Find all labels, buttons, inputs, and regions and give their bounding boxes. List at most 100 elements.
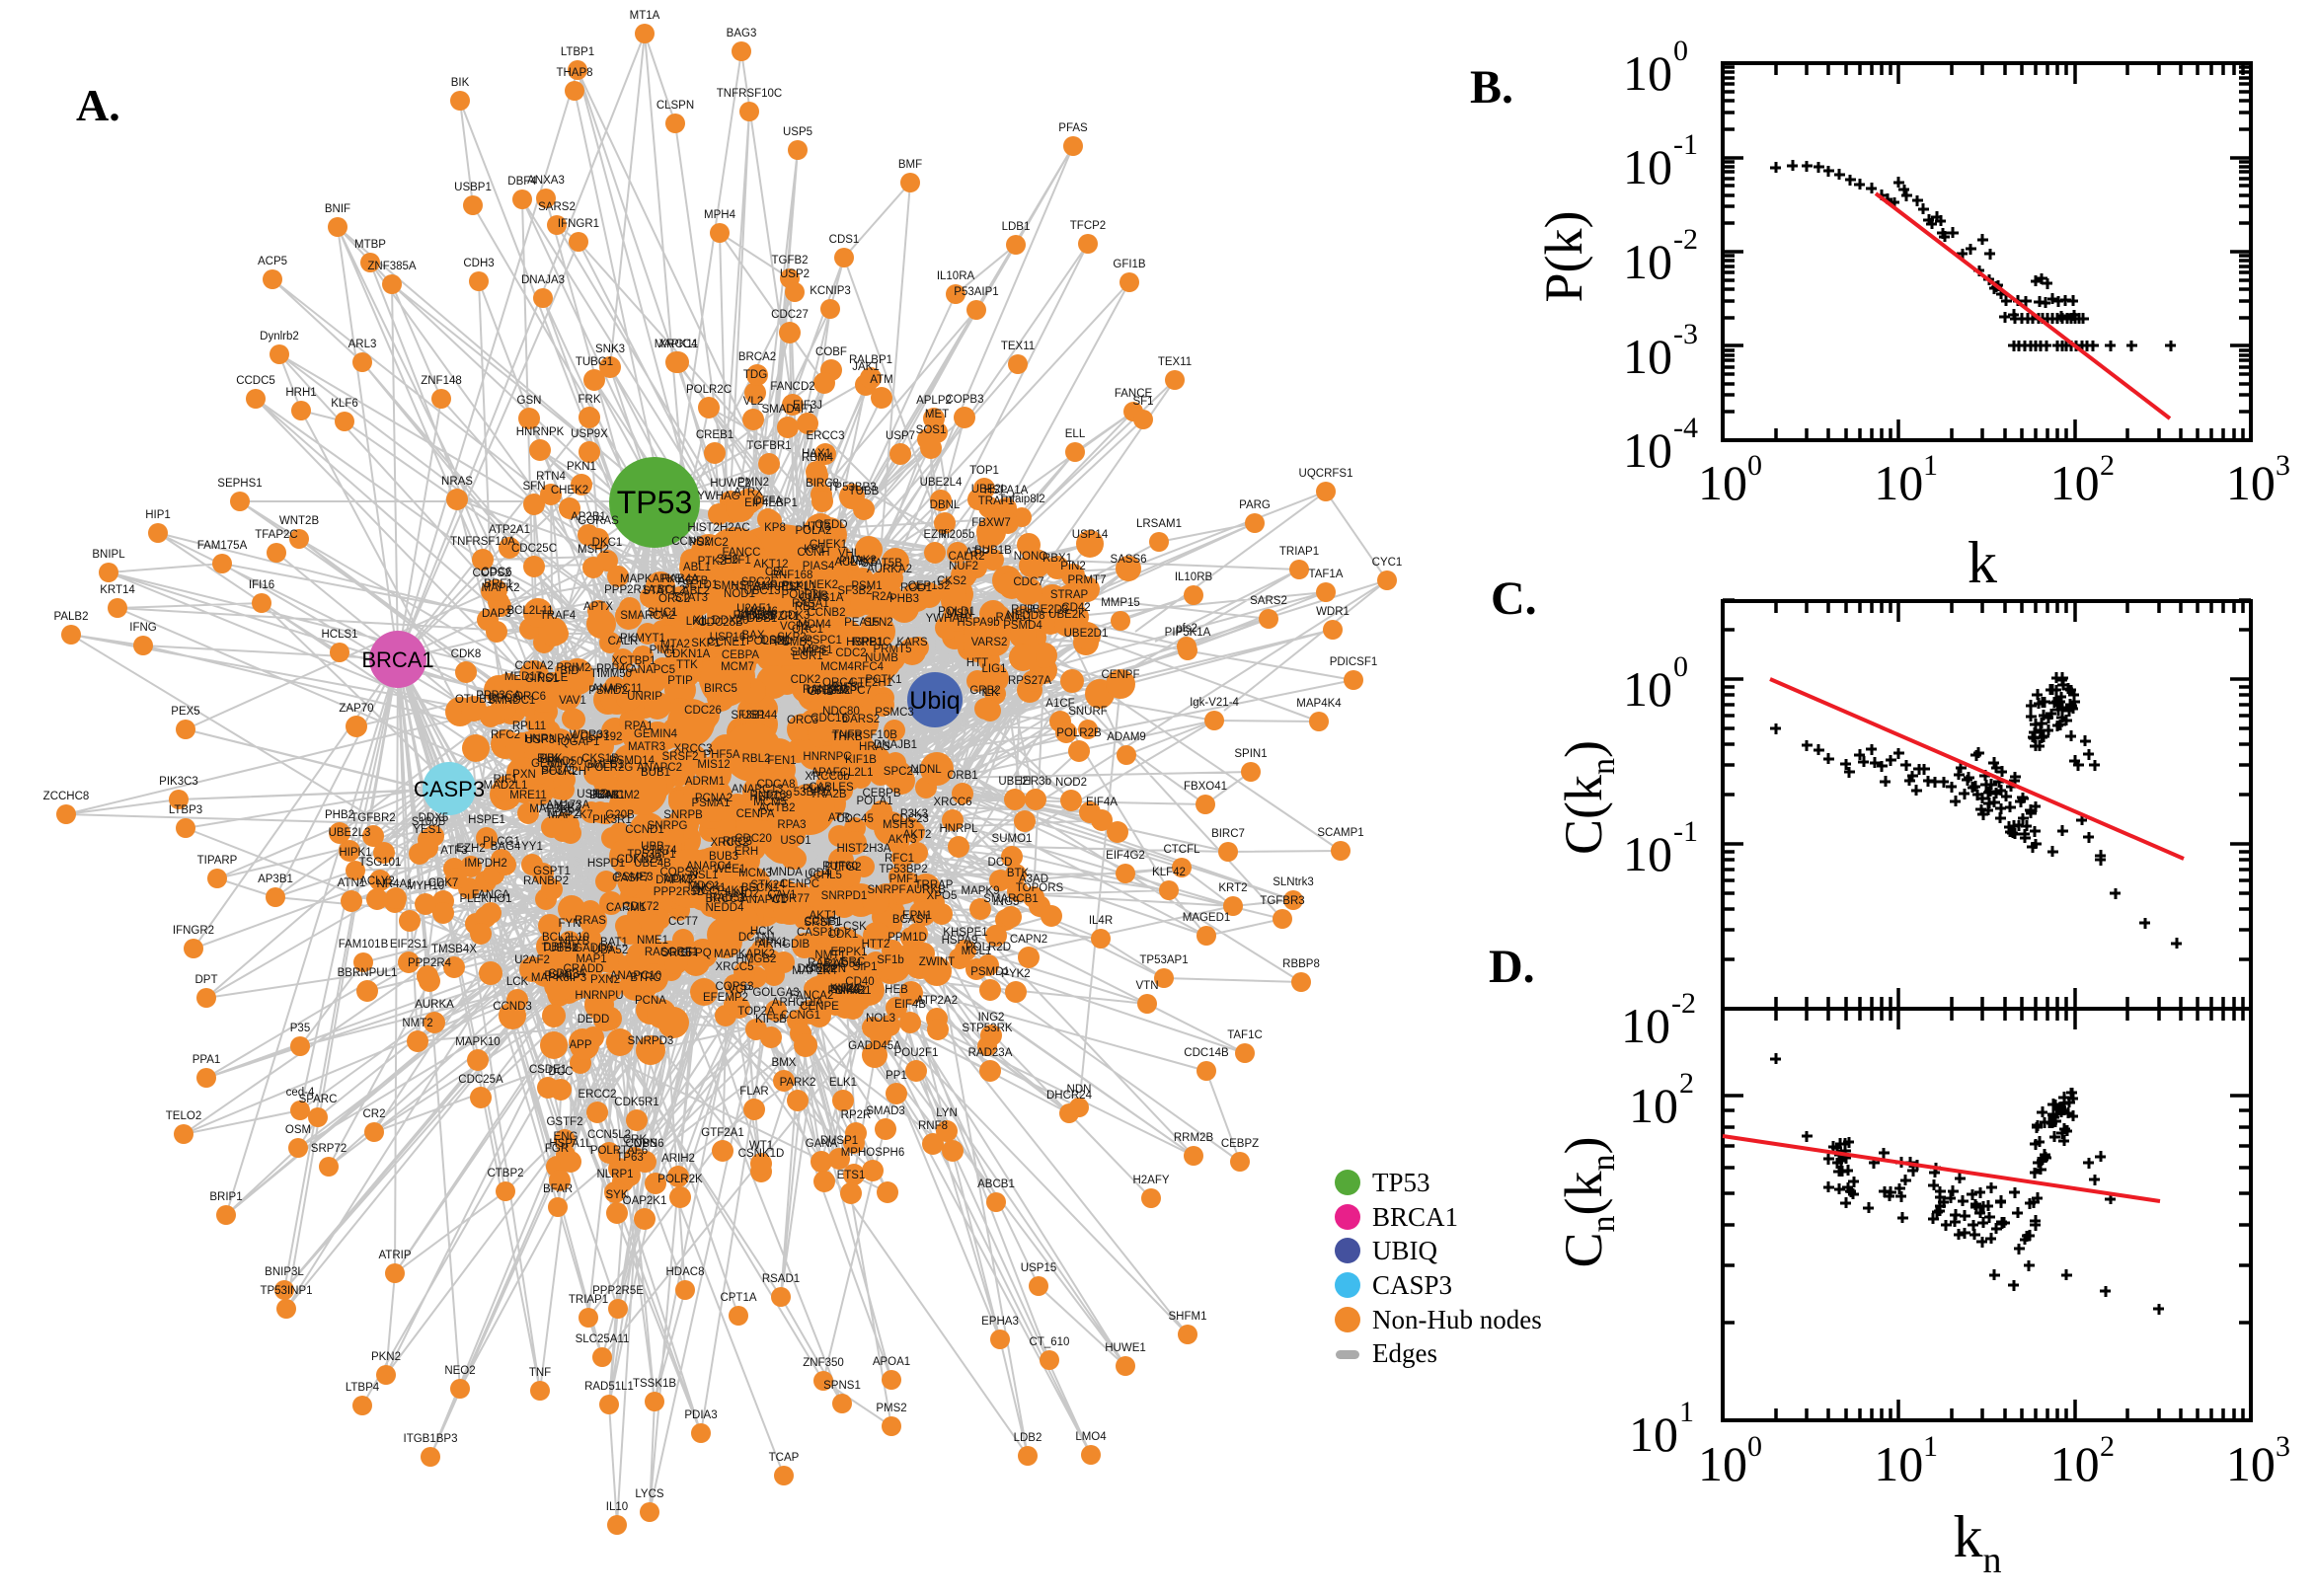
svg-text:TDG: TDG <box>743 369 767 381</box>
svg-text:TGFB2: TGFB2 <box>771 255 808 266</box>
svg-text:DDX20: DDX20 <box>712 615 748 627</box>
svg-text:MAP1: MAP1 <box>576 953 606 965</box>
svg-text:DBF4b: DBF4b <box>543 942 579 953</box>
svg-text:PKN2: PKN2 <box>371 1351 401 1363</box>
svg-text:KLF6: KLF6 <box>331 398 358 410</box>
svg-text:ACTB2: ACTB2 <box>758 802 795 814</box>
svg-text:SNRPG: SNRPG <box>648 820 688 832</box>
svg-text:FRK: FRK <box>579 394 601 406</box>
svg-text:CDC23: CDC23 <box>891 813 929 825</box>
svg-text:PIP5K1A: PIP5K1A <box>1165 627 1211 639</box>
svg-text:UBE2L4: UBE2L4 <box>920 477 963 489</box>
svg-text:HSPA14: HSPA14 <box>731 580 774 592</box>
svg-text:SMAD3: SMAD3 <box>866 1105 905 1117</box>
svg-text:GTF2A1: GTF2A1 <box>701 1127 743 1139</box>
svg-text:XCTBP1: XCTBP1 <box>612 655 656 667</box>
svg-text:BRCA1: BRCA1 <box>361 647 433 672</box>
svg-text:PCTK1: PCTK1 <box>865 674 901 686</box>
svg-text:KHSPE1: KHSPE1 <box>943 927 987 939</box>
svg-text:AP2B1: AP2B1 <box>571 511 606 523</box>
svg-text:CSDE1: CSDE1 <box>529 1064 567 1076</box>
svg-text:CALR: CALR <box>608 636 639 647</box>
svg-text:RPP: RPP <box>1011 604 1035 616</box>
svg-text:LYCS: LYCS <box>635 1488 664 1500</box>
svg-text:FBXO41: FBXO41 <box>1184 781 1227 793</box>
svg-text:IER3: IER3 <box>556 801 581 813</box>
svg-text:MAPKAPK2: MAPKAPK2 <box>714 949 775 960</box>
svg-text:DARS2: DARS2 <box>842 714 880 725</box>
svg-text:SKP1: SKP1 <box>691 638 720 649</box>
svg-text:TELO2: TELO2 <box>166 1110 201 1122</box>
svg-text:RAD23A: RAD23A <box>968 1047 1013 1059</box>
svg-text:BCL2L11: BCL2L11 <box>506 605 553 617</box>
svg-text:ORC2: ORC2 <box>658 593 690 605</box>
svg-text:MNDA: MNDA <box>769 867 803 878</box>
svg-text:GADD45A: GADD45A <box>848 1040 901 1052</box>
svg-text:ITGB1BP3: ITGB1BP3 <box>404 1433 458 1445</box>
svg-text:ANAPC2: ANAPC2 <box>637 762 682 774</box>
svg-text:TEX11: TEX11 <box>1001 341 1035 352</box>
svg-text:DFFA: DFFA <box>753 495 783 507</box>
svg-text:RNF8: RNF8 <box>918 1120 948 1132</box>
svg-text:PKN1: PKN1 <box>567 461 596 473</box>
svg-text:PPM1D: PPM1D <box>888 932 927 944</box>
svg-text:SF1b: SF1b <box>877 954 904 966</box>
svg-text:DKC1: DKC1 <box>592 537 623 549</box>
svg-text:53BP1: 53BP1 <box>794 787 828 798</box>
svg-text:XRCC6: XRCC6 <box>934 797 972 808</box>
svg-text:CLNS1A: CLNS1A <box>800 592 844 604</box>
svg-text:CD40: CD40 <box>845 976 874 988</box>
svg-text:PPA1: PPA1 <box>193 1054 221 1066</box>
svg-text:YWHAH: YWHAH <box>926 613 968 625</box>
svg-text:OAP2K1: OAP2K1 <box>623 1195 667 1207</box>
svg-text:LIG1: LIG1 <box>982 663 1007 675</box>
svg-text:SRSF1: SRSF1 <box>804 917 840 929</box>
svg-text:SNK2: SNK2 <box>830 984 860 996</box>
svg-text:CHEK2: CHEK2 <box>551 485 588 496</box>
svg-text:Tnfaip8l2: Tnfaip8l2 <box>998 494 1044 505</box>
svg-text:CDC2: CDC2 <box>835 647 866 659</box>
svg-text:SMN1: SMN1 <box>714 580 745 592</box>
svg-text:B.: B. <box>1470 61 1513 114</box>
svg-text:DUSP1: DUSP1 <box>820 1135 858 1147</box>
svg-text:ELL: ELL <box>1065 428 1086 440</box>
svg-text:PPP2R1A: PPP2R1A <box>604 584 656 596</box>
svg-text:EFEMP2: EFEMP2 <box>703 992 748 1004</box>
svg-text:CDC27: CDC27 <box>771 309 809 321</box>
svg-text:NEO2: NEO2 <box>444 1365 475 1377</box>
svg-text:MAPKAPK5: MAPKAPK5 <box>620 573 681 585</box>
svg-text:SMNDC1: SMNDC1 <box>488 695 536 707</box>
svg-text:TP53AP1: TP53AP1 <box>1139 954 1188 966</box>
svg-text:ZNF350: ZNF350 <box>803 1357 844 1369</box>
svg-text:DEDD: DEDD <box>578 1014 610 1026</box>
svg-text:RP2R: RP2R <box>841 1109 872 1121</box>
svg-text:AURKA: AURKA <box>415 999 454 1011</box>
svg-text:YY1: YY1 <box>521 841 543 853</box>
svg-text:GSPT1: GSPT1 <box>533 866 571 877</box>
svg-text:POLRTAF6: POLRTAF6 <box>590 1145 648 1157</box>
svg-text:KIF1B: KIF1B <box>845 754 877 766</box>
svg-text:PYK2: PYK2 <box>1001 968 1030 980</box>
svg-text:CSK: CSK <box>843 921 867 933</box>
svg-text:RAB1A: RAB1A <box>808 957 845 969</box>
svg-text:MSN: MSN <box>947 608 972 620</box>
svg-text:FAM101B: FAM101B <box>339 939 389 950</box>
svg-text:SMARCB1: SMARCB1 <box>983 893 1039 905</box>
svg-text:IL2: IL2 <box>592 789 608 800</box>
svg-text:GFI1B: GFI1B <box>1113 259 1146 270</box>
svg-text:CDS1: CDS1 <box>829 234 860 246</box>
svg-text:ABL2: ABL2 <box>682 585 710 597</box>
svg-text:HAX1: HAX1 <box>802 448 831 460</box>
svg-text:PMS2: PMS2 <box>876 1403 906 1414</box>
svg-text:TSSK1B: TSSK1B <box>633 1378 676 1390</box>
svg-text:NOL3: NOL3 <box>866 1013 895 1025</box>
svg-text:POLR2G: POLR2G <box>587 762 634 774</box>
svg-text:USP5: USP5 <box>783 126 812 138</box>
svg-text:3: 3 <box>2276 1430 2290 1463</box>
svg-text:IL10RB: IL10RB <box>1175 571 1213 583</box>
svg-text:PXN: PXN <box>512 769 536 781</box>
svg-text:SHC1: SHC1 <box>648 607 678 619</box>
svg-text:BUB1B: BUB1B <box>974 545 1012 557</box>
svg-text:U2AF2: U2AF2 <box>514 954 550 966</box>
svg-text:UBE2D1: UBE2D1 <box>1064 628 1109 640</box>
